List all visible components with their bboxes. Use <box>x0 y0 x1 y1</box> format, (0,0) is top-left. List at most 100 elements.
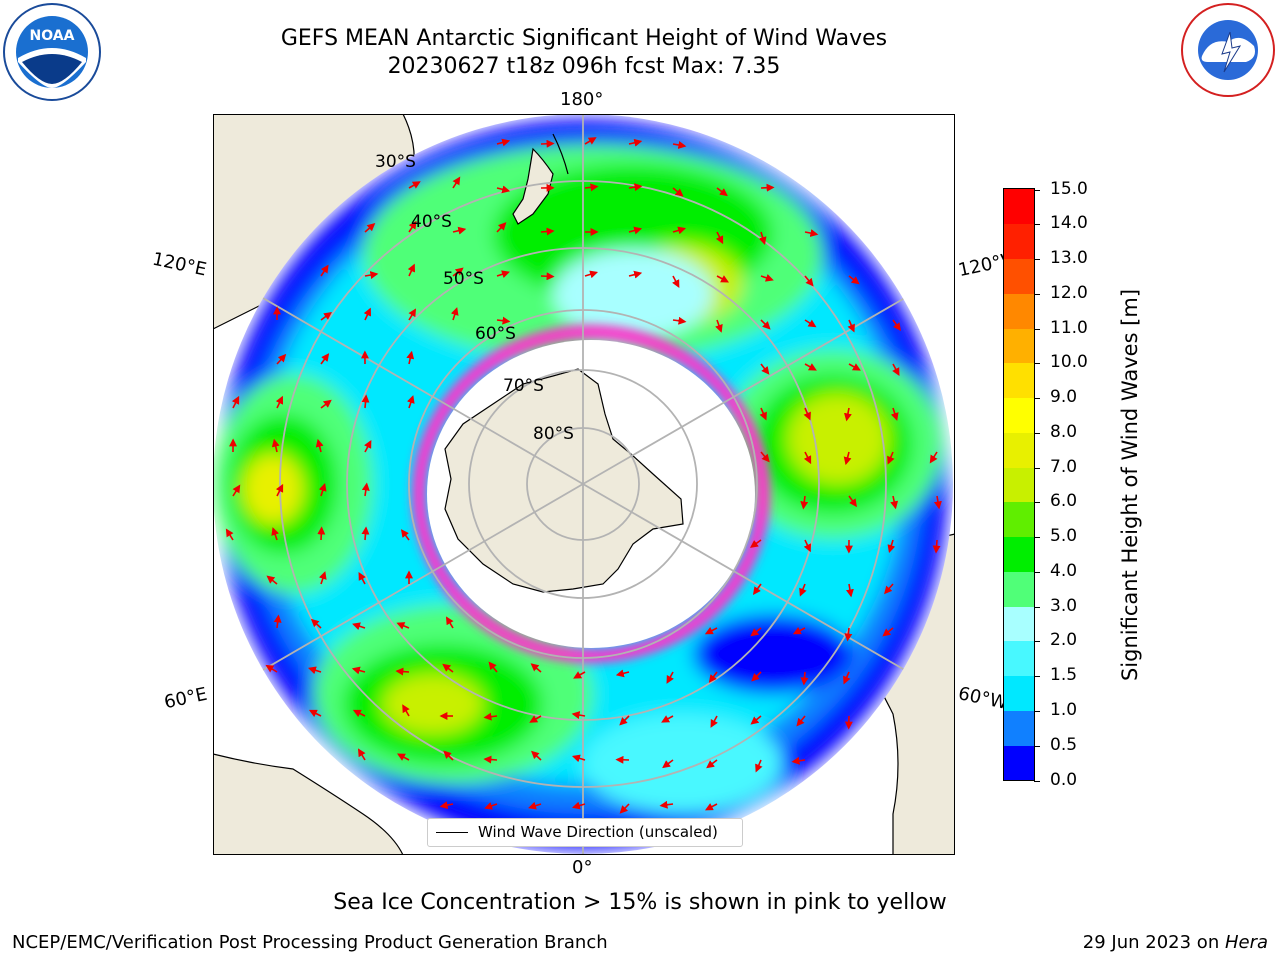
colorbar-segment <box>1004 293 1034 329</box>
lat-label-70s: 70°S <box>503 376 544 396</box>
land-africa <box>213 753 404 855</box>
wave-direction-arrow <box>231 395 240 409</box>
wave-direction-arrow <box>672 187 684 197</box>
wave-direction-arrow <box>307 666 322 675</box>
wave-direction-arrow <box>715 319 723 333</box>
colorbar-segment <box>1004 189 1034 225</box>
wave-direction-arrow <box>361 482 370 497</box>
colorbar-tick <box>1034 676 1040 678</box>
wave-direction-arrow <box>450 307 459 321</box>
lon-label-120e: 120°E <box>150 248 209 281</box>
wave-direction-arrow <box>882 627 894 637</box>
wave-direction-arrow <box>890 495 899 510</box>
wave-direction-arrow <box>750 539 762 548</box>
wave-direction-arrow <box>361 526 370 541</box>
wave-direction-arrow <box>791 756 806 765</box>
colorbar-tick-label: 10.0 <box>1050 352 1088 373</box>
wave-direction-arrow <box>275 395 284 409</box>
legend-label: Wind Wave Direction (unscaled) <box>478 823 718 841</box>
lon-label-60w: 60°W <box>956 683 1010 714</box>
host-name: Hera <box>1224 932 1268 953</box>
wave-direction-arrow <box>320 311 332 321</box>
wave-direction-arrow <box>804 319 817 328</box>
wave-direction-arrow <box>628 226 643 235</box>
chart-title: GEFS MEAN Antarctic Significant Height o… <box>280 26 888 51</box>
wave-direction-arrow <box>320 264 329 277</box>
wave-direction-arrow <box>496 316 511 325</box>
wave-direction-arrow <box>844 627 853 642</box>
wave-direction-arrow <box>483 712 498 721</box>
wave-direction-arrow <box>571 801 586 810</box>
wave-direction-arrow <box>276 353 287 365</box>
colorbar-segment <box>1004 710 1034 746</box>
wave-direction-arrow <box>796 715 806 727</box>
wave-direction-arrow <box>843 671 851 685</box>
wave-direction-arrow <box>364 223 376 233</box>
wave-direction-arrow <box>760 319 771 330</box>
wave-direction-arrow <box>496 138 511 147</box>
wave-direction-arrow <box>452 267 464 277</box>
wave-direction-arrow <box>584 183 599 192</box>
wave-direction-arrow <box>452 226 467 235</box>
wave-direction-arrow <box>357 748 366 761</box>
wave-direction-arrow <box>317 526 326 541</box>
wave-direction-arrow <box>452 176 461 189</box>
wave-direction-arrow <box>666 671 674 684</box>
wave-direction-arrow <box>266 575 278 585</box>
wave-direction-arrow <box>364 271 379 280</box>
wave-direction-arrow <box>760 451 770 463</box>
wave-direction-arrow <box>628 138 643 147</box>
colorbar-segment <box>1004 536 1034 572</box>
colorbar <box>1003 188 1035 781</box>
wave-direction-arrow <box>662 759 674 769</box>
wave-direction-arrow <box>310 618 322 629</box>
colorbar-tick <box>1034 745 1040 747</box>
wave-direction-arrow <box>406 350 415 365</box>
colorbar-segment <box>1004 362 1034 399</box>
wave-direction-arrow <box>929 451 938 464</box>
wave-direction-arrow <box>358 571 366 585</box>
wave-direction-arrow <box>704 803 718 811</box>
wave-direction-arrow <box>672 275 680 289</box>
wave-direction-arrow <box>540 139 555 148</box>
colorbar-tick <box>1034 502 1040 504</box>
wave-direction-arrow <box>540 272 555 281</box>
colorbar-segment <box>1004 467 1034 503</box>
land-new-zealand <box>512 147 554 225</box>
lat-label-40s: 40°S <box>411 212 452 232</box>
colorbar-tick-label: 1.5 <box>1050 665 1078 686</box>
wave-direction-arrow <box>271 438 280 453</box>
wave-direction-arrow <box>273 614 282 629</box>
colorbar-tick <box>1034 293 1040 295</box>
wave-direction-arrow <box>528 801 542 810</box>
wave-direction-arrow <box>672 226 687 235</box>
colorbar-segment <box>1004 258 1034 294</box>
wave-direction-arrow <box>351 666 366 675</box>
colorbar-tick <box>1034 780 1040 782</box>
wave-direction-arrow <box>530 663 542 673</box>
colorbar-tick <box>1034 328 1040 330</box>
colorbar-tick <box>1034 432 1040 434</box>
wave-direction-arrow <box>752 583 762 595</box>
colorbar-tick-label: 7.0 <box>1050 456 1078 477</box>
wave-direction-arrow <box>395 667 410 676</box>
wave-direction-arrow <box>232 484 241 497</box>
wave-direction-arrow <box>628 183 643 192</box>
colorbar-tick <box>1034 224 1040 226</box>
colorbar-tick-label: 6.0 <box>1050 491 1078 512</box>
wave-direction-arrow <box>755 759 763 773</box>
colorbar-segment <box>1004 397 1034 433</box>
wave-direction-arrow <box>396 753 410 761</box>
wave-direction-arrow <box>615 669 630 678</box>
wave-direction-arrow <box>672 141 687 149</box>
wave-direction-arrow <box>584 137 597 145</box>
map-panel: 30°S 40°S 50°S 60°S 70°S 80°S <box>213 114 955 855</box>
svg-text:NOAA: NOAA <box>30 28 75 44</box>
wave-direction-arrow <box>364 439 372 453</box>
wave-direction-arrow <box>848 275 860 285</box>
colorbar-segment <box>1004 745 1034 781</box>
wave-direction-arrow <box>315 438 324 453</box>
wind-wave-arrows <box>225 137 942 814</box>
wave-direction-arrow <box>800 495 809 510</box>
sea-ice-edge <box>412 325 770 663</box>
